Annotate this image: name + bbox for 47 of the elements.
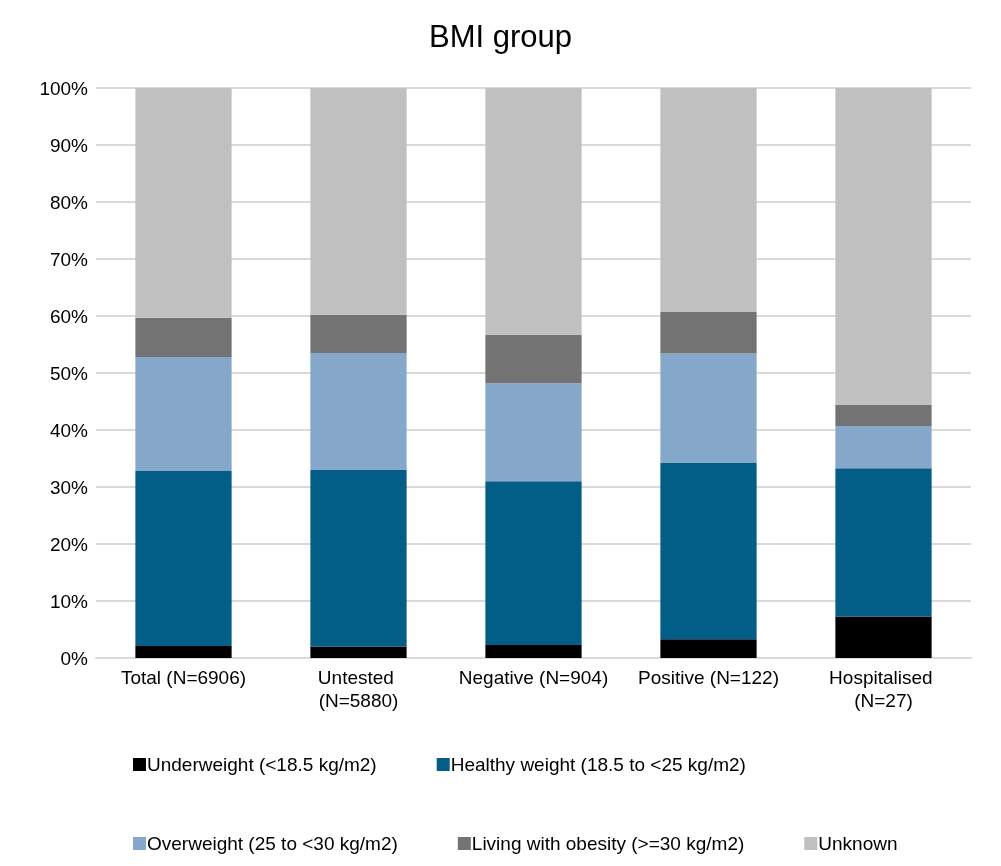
y-tick-label: 40%	[49, 419, 89, 441]
bar	[310, 314, 407, 354]
x-tick-label: Negative (N=904)	[458, 667, 609, 688]
legend-label: Overweight (25 to <30 kg/m2)	[147, 833, 398, 854]
y-tick-label: 30%	[49, 476, 89, 498]
y-tick-label: 10%	[49, 590, 89, 612]
x-tick-label: Positive (N=122)	[638, 667, 779, 688]
chart-title: BMI group	[428, 19, 573, 54]
y-tick-label: 50%	[49, 362, 89, 384]
y-tick-label: 0%	[60, 647, 89, 669]
bar	[660, 312, 757, 354]
bar	[835, 88, 932, 405]
y-tick-label: 60%	[49, 305, 89, 327]
bar	[485, 334, 582, 384]
y-tick-label: 20%	[49, 533, 89, 555]
bar	[660, 639, 757, 658]
bar	[135, 317, 232, 358]
bar	[485, 88, 582, 335]
bar	[485, 383, 582, 482]
y-tick-label: 80%	[49, 191, 89, 213]
legend-label: Living with obesity (>=30 kg/m2)	[471, 833, 745, 854]
bar	[660, 462, 757, 640]
bar	[485, 481, 582, 645]
y-tick-label: 100%	[39, 77, 89, 99]
bar	[835, 404, 932, 427]
x-tick-label: Untested (N=5880)	[317, 667, 400, 711]
legend-label: Underweight (<18.5 kg/m2)	[147, 754, 377, 775]
y-tick-label: 70%	[49, 248, 89, 270]
bar	[660, 353, 757, 463]
y-tick-label: 90%	[49, 134, 89, 156]
bar	[835, 468, 932, 617]
bar	[835, 616, 932, 658]
legend-label: Unknown	[818, 833, 898, 854]
bar	[135, 646, 232, 658]
bar	[310, 469, 407, 647]
bar	[135, 88, 232, 318]
x-tick-label: Total (N=6906)	[120, 667, 247, 688]
bar	[660, 88, 757, 313]
bar	[310, 353, 407, 470]
bar	[310, 646, 407, 658]
bar	[835, 426, 932, 469]
bar	[135, 357, 232, 472]
bar	[135, 471, 232, 647]
x-tick-label: Hospitalised (N=27)	[829, 667, 938, 711]
legend-label: Healthy weight (18.5 to <25 kg/m2)	[450, 754, 746, 775]
bar	[310, 88, 407, 315]
bar	[485, 644, 582, 658]
